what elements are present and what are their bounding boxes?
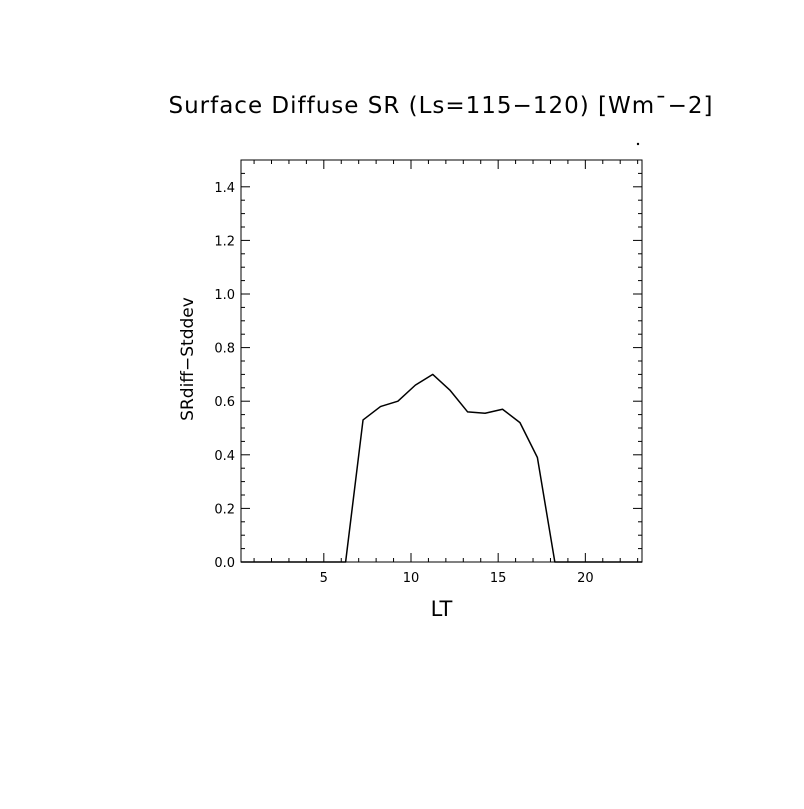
plot-frame xyxy=(240,159,643,563)
x-tick-label: 5 xyxy=(320,571,328,586)
chart-title: Surface Diffuse SR (Ls=115−120) [Wm¯−2] xyxy=(168,93,713,119)
series-line xyxy=(241,373,642,563)
x-tick-label: 10 xyxy=(403,571,420,586)
x-axis-label: LT xyxy=(431,597,453,621)
y-tick-label: 0.8 xyxy=(214,342,235,357)
y-tick-label: 0.6 xyxy=(214,395,235,410)
y-axis-label: SRdiff−Stddev xyxy=(178,297,198,421)
y-tick-label: 1.2 xyxy=(214,234,235,249)
y-tick-label: 0.2 xyxy=(214,502,235,517)
y-tick-label: 0.4 xyxy=(214,449,235,464)
y-tick-label: 1.4 xyxy=(214,181,235,196)
x-tick-label: 15 xyxy=(490,571,507,586)
x-tick-label: 20 xyxy=(577,571,594,586)
stray-dot-marker xyxy=(636,142,640,146)
y-tick-label: 0.0 xyxy=(214,556,235,571)
y-tick-label: 1.0 xyxy=(214,288,235,303)
